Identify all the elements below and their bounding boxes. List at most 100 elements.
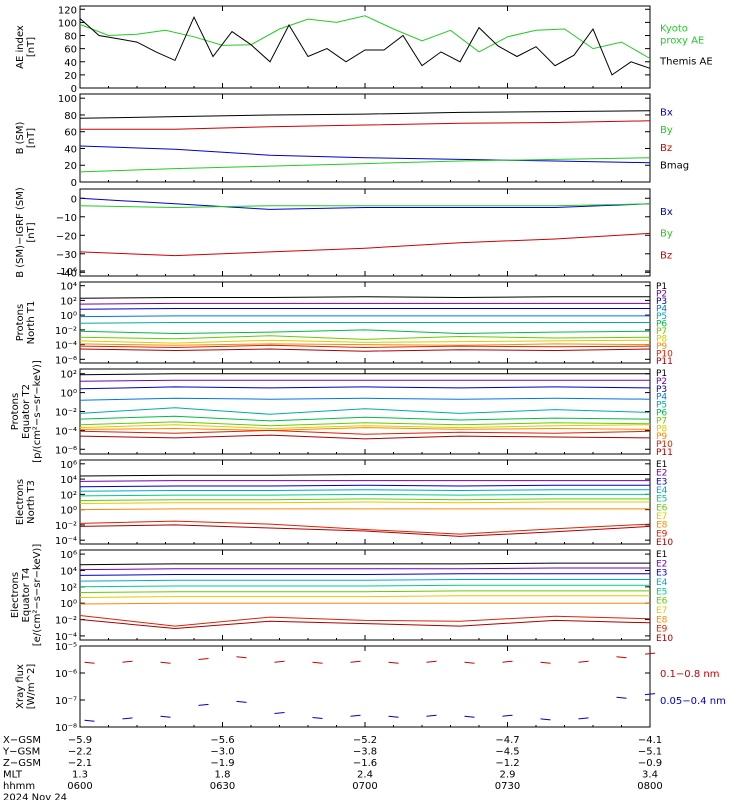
legend-label: Bx xyxy=(660,207,673,218)
x-axis-row-value: 2.4 xyxy=(357,770,373,781)
y-tick-label: 60 xyxy=(64,128,77,139)
legend-label: P6 xyxy=(656,320,667,330)
y-axis-label: North T1 xyxy=(26,301,37,345)
y-axis-label: Xray flux xyxy=(15,664,26,709)
x-axis-row-value: −3.8 xyxy=(353,747,377,758)
x-axis-row-value: −1.2 xyxy=(495,758,519,769)
y-tick-label: 10⁰ xyxy=(60,506,77,517)
series-line-p6 xyxy=(79,415,651,422)
series-point-0-05-0-4-nm xyxy=(502,714,513,717)
x-axis-row-value: 0630 xyxy=(210,781,235,792)
x-axis-row-value: −0.9 xyxy=(638,758,662,769)
legend-label: Bz xyxy=(660,250,672,261)
series-line-p9 xyxy=(79,343,651,346)
series-point-0-05-0-4-nm xyxy=(122,717,133,720)
legend-label: E2 xyxy=(656,559,667,569)
series-point-0-1-0-8-nm xyxy=(236,656,247,659)
legend-label: P11 xyxy=(656,357,673,367)
series-line-p2 xyxy=(79,379,650,382)
y-axis-label: Electrons xyxy=(10,572,21,618)
series-line-p5 xyxy=(79,407,651,415)
y-tick-label: 10⁴ xyxy=(60,566,77,577)
y-tick-label: 10⁻⁶ xyxy=(55,669,77,680)
x-axis-row-value: −2.1 xyxy=(68,758,92,769)
panel-frame-5 xyxy=(79,368,651,455)
legend-label: P4 xyxy=(656,305,667,315)
y-tick-label: 40 xyxy=(64,58,77,69)
legend-label: P3 xyxy=(656,297,667,307)
series-line-p7 xyxy=(79,335,651,340)
y-axis-label: [nT] xyxy=(26,37,37,57)
y-tick-label: 10² xyxy=(60,583,77,594)
x-axis-row-value: −5.1 xyxy=(638,747,662,758)
y-axis-label: Protons xyxy=(15,304,26,341)
series-line-e3 xyxy=(79,484,650,488)
legend-label: E5 xyxy=(656,495,667,505)
legend-label: E10 xyxy=(656,538,673,548)
legend-label: P5 xyxy=(656,401,667,411)
series-point-0-05-0-4-nm xyxy=(274,712,285,714)
x-axis-row-label: Y−GSM xyxy=(2,747,40,758)
y-axis-label: North T3 xyxy=(26,480,37,524)
series-line-p2 xyxy=(79,302,650,305)
legend-label: P7 xyxy=(656,416,667,426)
legend-label: By xyxy=(660,125,673,136)
y-axis-label: Electrons xyxy=(15,479,26,525)
series-line-p4 xyxy=(79,315,650,318)
series-line-themis-ae xyxy=(79,16,651,76)
y-tick-label: 10⁻² xyxy=(55,326,77,337)
series-line-e4 xyxy=(79,489,650,492)
legend-label: Kyoto xyxy=(660,23,688,34)
series-point-0-1-0-8-nm xyxy=(644,652,656,655)
legend-label: E7 xyxy=(656,512,667,522)
series-line-p3 xyxy=(79,386,651,390)
legend-label: P8 xyxy=(656,424,667,434)
series-line-p1 xyxy=(79,296,650,299)
series-point-0-1-0-8-nm xyxy=(312,661,323,664)
y-tick-label: 40 xyxy=(64,144,77,155)
legend-label: P4 xyxy=(656,393,667,403)
series-line-p8 xyxy=(79,424,651,430)
y-tick-label: −40 xyxy=(56,268,77,279)
y-tick-label: 120 xyxy=(58,5,77,16)
panel-frame-8 xyxy=(79,645,651,728)
legend-label: E2 xyxy=(656,469,667,479)
y-tick-label: 10² xyxy=(60,490,77,501)
legend-label: P6 xyxy=(656,409,667,419)
y-tick-label: 10⁻⁷ xyxy=(55,696,77,707)
series-line-p7 xyxy=(79,421,651,427)
x-axis-row-value: −4.5 xyxy=(495,747,519,758)
legend-label: P11 xyxy=(656,448,673,458)
y-tick-label: 0 xyxy=(71,194,77,205)
x-axis-row-label: Z−GSM xyxy=(3,758,41,769)
legend-label: Bz xyxy=(660,143,672,154)
series-line-e1 xyxy=(79,562,650,566)
y-axis-label: B (SM) xyxy=(15,121,26,154)
legend-label: P10 xyxy=(656,440,673,450)
series-line-e6 xyxy=(79,590,650,593)
series-line-e9 xyxy=(79,615,651,627)
legend-label: E3 xyxy=(656,569,667,579)
series-point-0-05-0-4-nm xyxy=(236,700,247,703)
x-axis-row-label: X−GSM xyxy=(3,735,41,746)
legend-label: P9 xyxy=(656,432,667,442)
x-axis-row-value: −5.2 xyxy=(353,735,377,746)
legend-label: E6 xyxy=(656,503,668,513)
series-point-0-1-0-8-nm xyxy=(578,660,589,663)
x-axis-row-value: −5.6 xyxy=(210,735,234,746)
series-point-0-1-0-8-nm xyxy=(540,661,551,664)
series-line-e1 xyxy=(79,474,650,477)
legend-label: By xyxy=(660,229,673,240)
y-tick-label: 20 xyxy=(64,161,77,172)
y-tick-label: 100 xyxy=(58,18,77,29)
series-line-bx xyxy=(79,145,651,164)
y-tick-label: 10⁻⁴ xyxy=(55,632,77,643)
series-line-p10 xyxy=(79,344,651,349)
y-tick-label: 10⁻⁴ xyxy=(55,536,77,547)
series-line-p10 xyxy=(79,429,651,435)
series-point-0-05-0-4-nm xyxy=(426,714,437,717)
series-point-0-1-0-8-nm xyxy=(122,660,133,663)
legend-label: E8 xyxy=(656,521,668,531)
legend-label: P7 xyxy=(656,327,667,337)
